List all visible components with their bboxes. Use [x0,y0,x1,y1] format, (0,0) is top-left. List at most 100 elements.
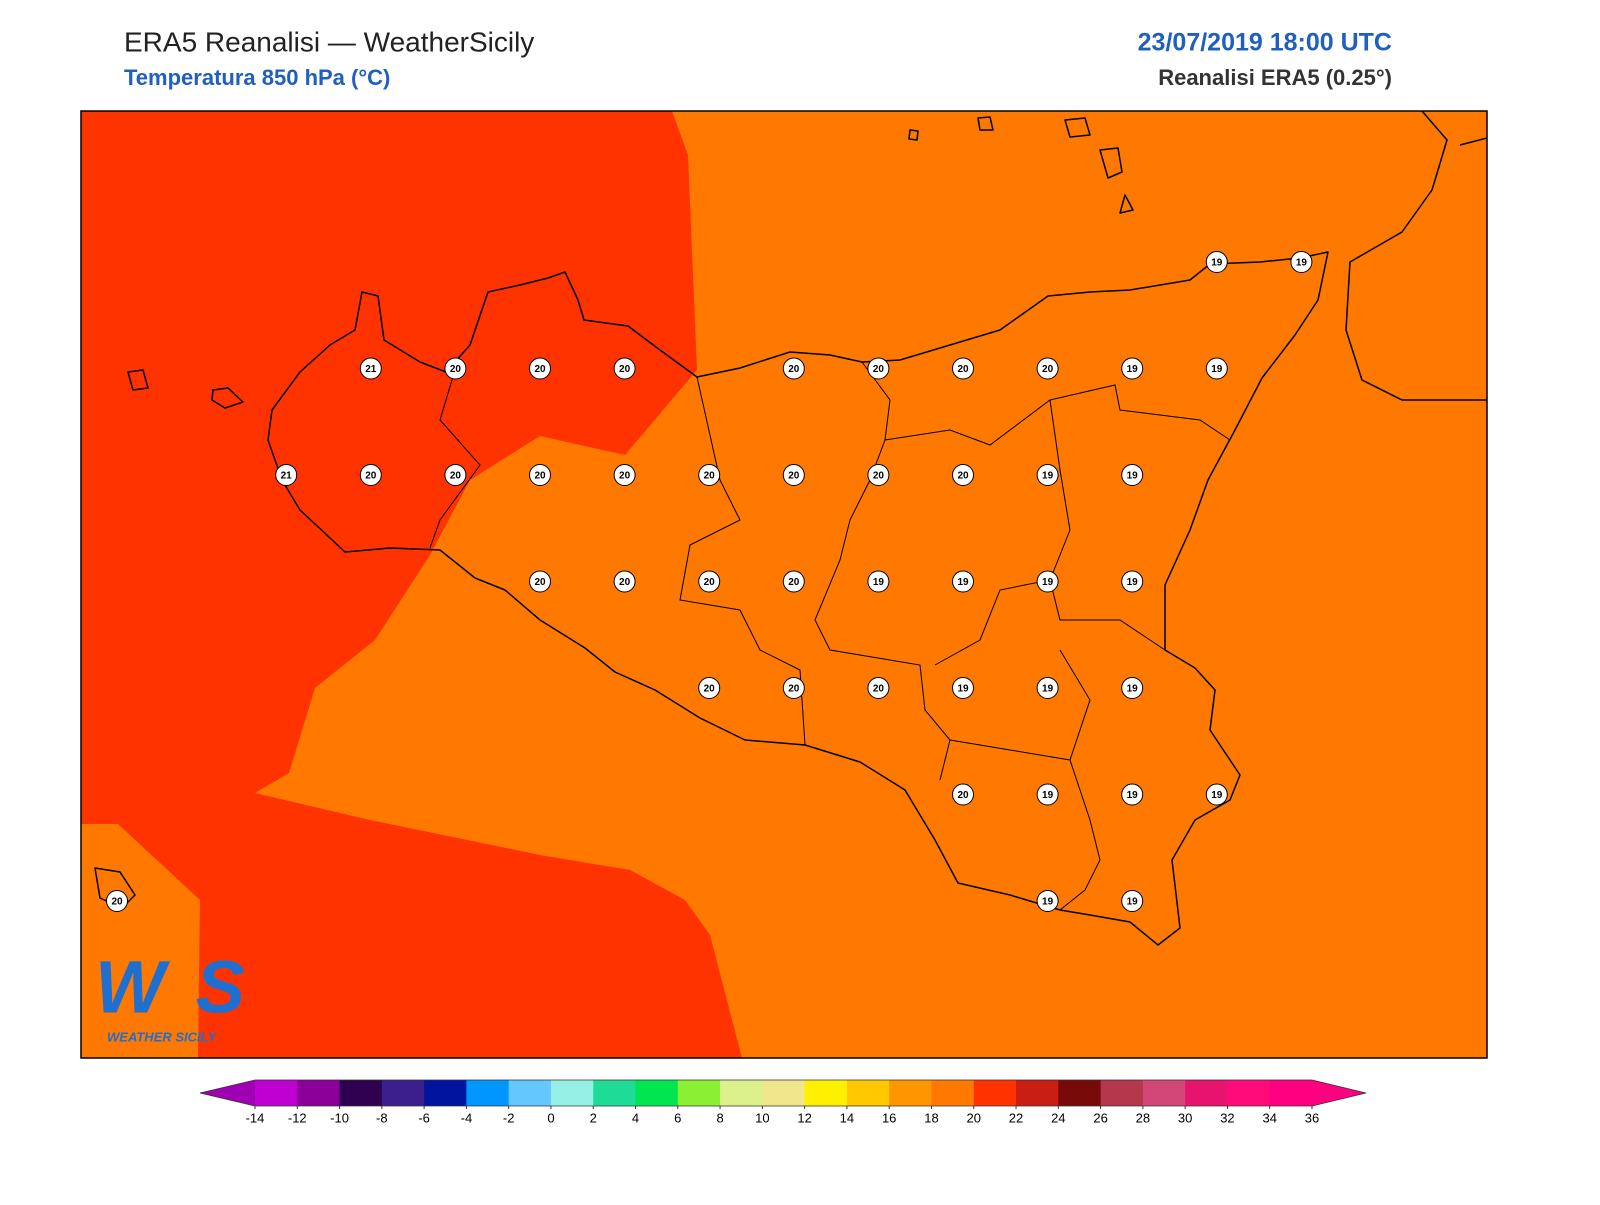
province-border [949,739,1071,761]
station-marker [698,464,721,486]
colorbar-tick-label: 22 [1009,1110,1023,1125]
colorbar-tick-label: 16 [882,1110,896,1125]
province-border [884,384,1231,446]
colorbar-tick-label: 18 [924,1110,938,1125]
colorbar-tick-label: 0 [547,1110,554,1125]
subtitle: Temperatura 850 hPa (°C) [124,65,390,90]
colorbar-bin [1016,1080,1059,1106]
station-marker [444,357,467,380]
calabria-coast [1345,111,1487,401]
colorbar-tick-label: 2 [590,1110,597,1125]
station-marker [613,464,636,486]
station-value: 20 [534,471,546,482]
station-value: 19 [1127,364,1139,375]
colorbar-bin [804,1080,848,1106]
station-marker [952,783,974,806]
station-marker [698,677,721,699]
station-marker [782,570,805,593]
colorbar-tick-label: 4 [632,1110,639,1125]
station-value: 20 [873,471,885,482]
station-marker [952,570,974,593]
colorbar-tick-label: 20 [967,1110,981,1125]
station-value: 19 [1127,577,1139,588]
datetime: 23/07/2019 18:00 UTC [1138,29,1392,57]
station-marker [1121,783,1144,806]
colorbar-tick-label: -2 [503,1110,515,1125]
station-value: 20 [873,684,885,695]
station-marker [529,464,551,486]
station-value: 20 [788,577,800,588]
station-value: 20 [450,471,462,482]
station-marker [1036,570,1059,593]
colorbar-tick-label: -14 [246,1110,265,1125]
logo-name: WEATHER SICILY [107,1029,218,1044]
station-value: 20 [704,684,716,695]
station-value: 20 [619,471,631,482]
province-border [1049,579,1166,651]
colorbar-tick-label: -10 [330,1110,349,1125]
station-value: 19 [1042,897,1054,908]
colorbar-bin [550,1080,594,1106]
calabria-coast [1459,137,1487,146]
station-value: 19 [1127,684,1139,695]
station-value: 19 [957,684,969,695]
colorbar-bin [635,1080,679,1106]
station-marker [529,357,551,380]
station-marker [867,570,890,593]
station-marker [952,677,974,699]
station-value: 19 [1042,684,1054,695]
province-border [814,361,951,781]
colorbar-tick-label: -4 [461,1110,473,1125]
colorbar-bin [1269,1080,1313,1106]
colorbar-tick-label: 34 [1262,1110,1276,1125]
station-value: 19 [1042,577,1054,588]
colorbar-bin [973,1080,1017,1106]
station-value: 19 [1211,258,1223,269]
station-value: 19 [1127,897,1139,908]
station-marker [613,570,636,593]
station-marker [1036,783,1059,806]
station-marker [782,357,805,380]
station-marker [1036,890,1059,912]
colorbar-tick-label: 28 [1136,1110,1150,1125]
station-marker [782,464,805,486]
colorbar-bin [424,1080,467,1106]
station-marker [1121,890,1144,912]
station-value: 20 [619,577,631,588]
colorbar-bin [720,1080,763,1106]
station-marker [529,570,551,593]
station-marker [782,677,805,699]
station-marker [1205,783,1228,806]
station-marker [1205,251,1228,273]
island [127,369,149,391]
station-marker [952,464,974,486]
island [1064,117,1091,138]
colorbar-tick-label: 10 [755,1110,769,1125]
station-marker [1290,251,1313,273]
colorbar-tick-label: 8 [716,1110,723,1125]
station-marker [359,464,382,486]
station-value: 20 [957,364,969,375]
station-value: 21 [281,471,293,482]
colorbar-tick-label: 32 [1220,1110,1234,1125]
station-value: 20 [365,471,377,482]
station-marker [867,464,890,486]
station-value: 21 [365,364,377,375]
station-value: 20 [704,577,716,588]
station-marker [952,357,974,380]
colorbar-bin [1058,1080,1102,1106]
station-marker [444,464,467,486]
colorbar-tick-label: -6 [418,1110,430,1125]
colorbar-bin [339,1080,383,1106]
station-value: 20 [788,364,800,375]
station-value: 20 [957,471,969,482]
station-value: 19 [1211,790,1223,801]
station-marker [867,357,890,380]
station-value: 20 [619,364,631,375]
station-value: 20 [957,790,969,801]
station-marker [1121,570,1144,593]
colorbar-bin [1142,1080,1186,1106]
map: 19 19 21 20 20 20 20 20 20 20 19 19 21 20 20 20 20 20 20 20… [80,110,1488,1059]
station-value: 19 [1211,364,1223,375]
colorbar-bin [889,1080,932,1106]
